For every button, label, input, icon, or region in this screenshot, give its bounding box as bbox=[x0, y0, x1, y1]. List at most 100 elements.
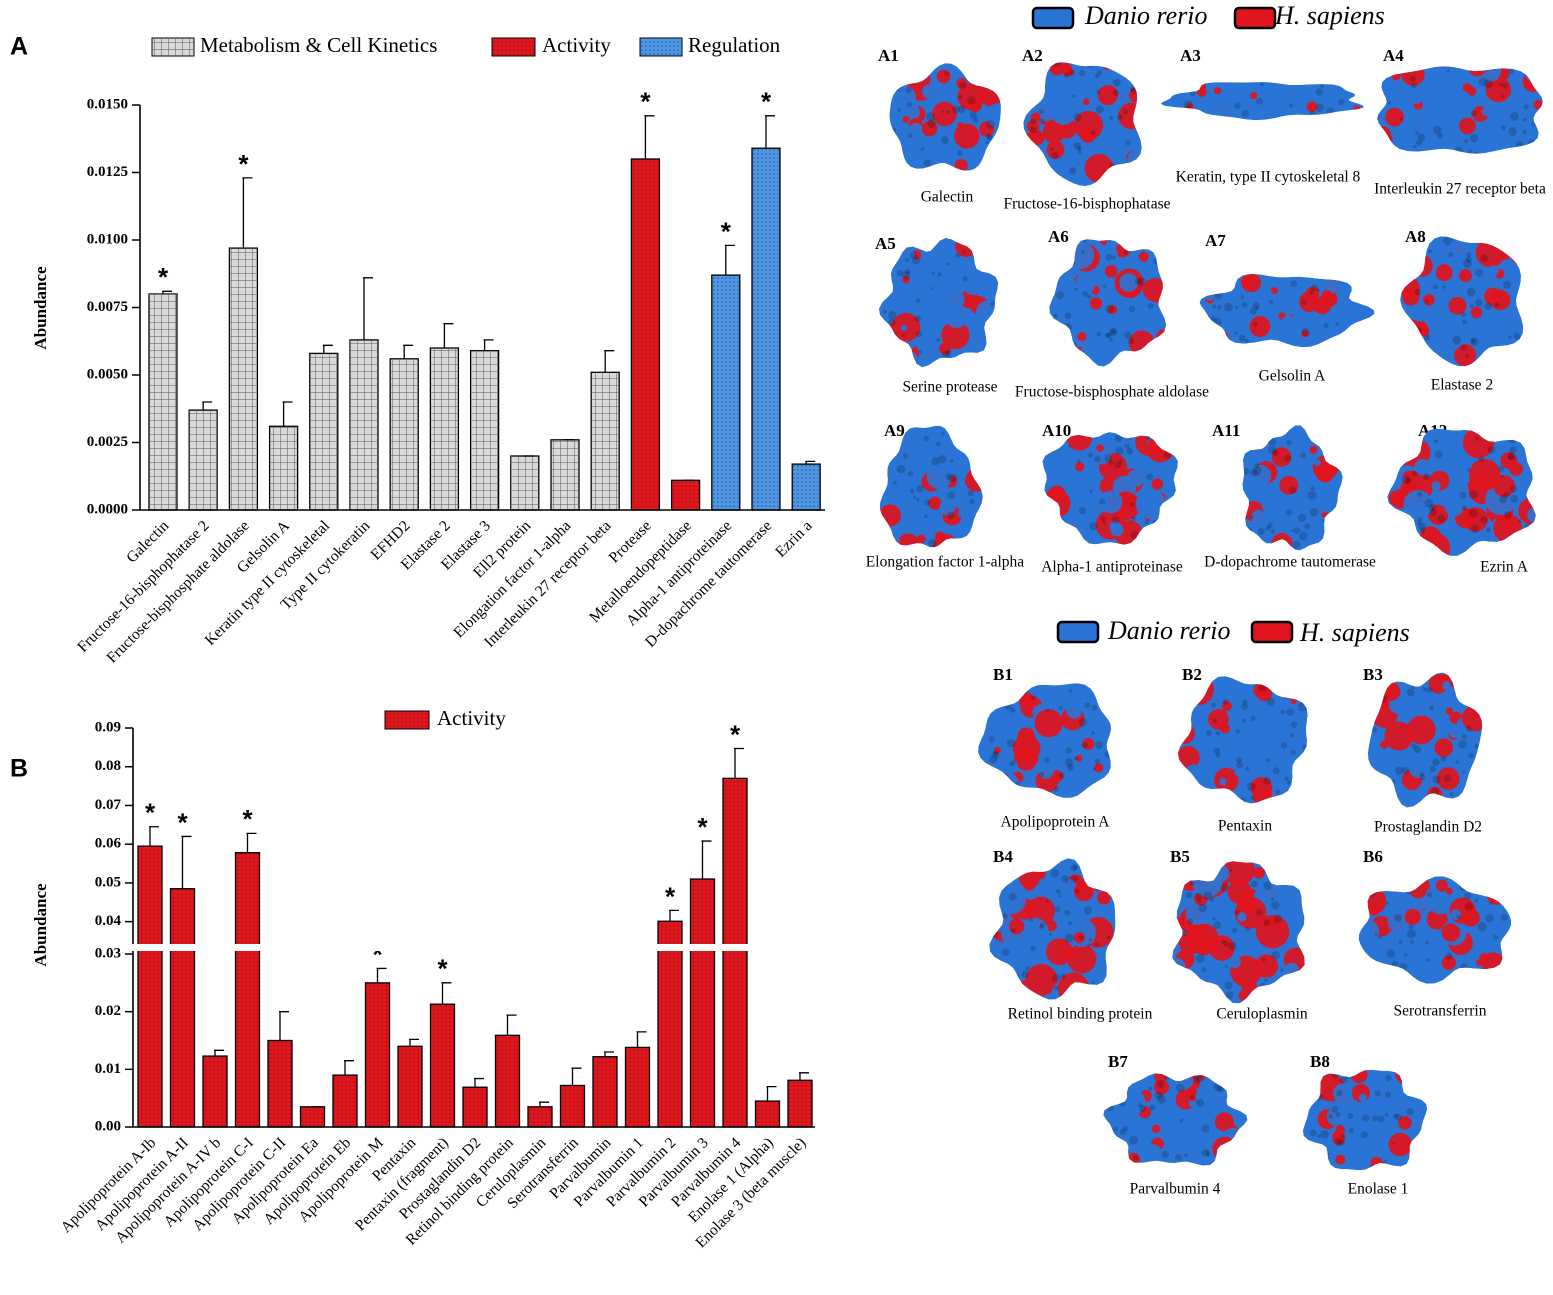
bar bbox=[202, 1055, 228, 1128]
surface-highlight bbox=[1317, 1134, 1321, 1138]
structure-label: Elastase 2 bbox=[1431, 377, 1493, 394]
surface-highlight bbox=[1003, 696, 1012, 706]
bar bbox=[722, 777, 748, 1128]
surface-highlight bbox=[1217, 1084, 1225, 1093]
surface-patch bbox=[1232, 748, 1241, 757]
surface-highlight bbox=[1118, 1098, 1126, 1107]
surface-highlight bbox=[1405, 478, 1412, 484]
error-bar bbox=[344, 1060, 354, 1076]
surface-patch bbox=[887, 533, 900, 546]
surface-patch bbox=[1270, 287, 1278, 295]
surface-highlight bbox=[1272, 449, 1279, 456]
surface-highlight bbox=[1437, 514, 1446, 523]
legend-swatch bbox=[1056, 620, 1100, 644]
surface-highlight bbox=[1086, 294, 1092, 299]
surface-patch bbox=[1511, 250, 1524, 264]
surface-patch bbox=[1491, 140, 1505, 154]
surface-highlight bbox=[916, 484, 924, 493]
surface-patch bbox=[1263, 719, 1296, 752]
panel-label: A bbox=[10, 33, 28, 61]
surface-highlight bbox=[1138, 242, 1143, 248]
surface-patch bbox=[1289, 274, 1302, 283]
surface-patch bbox=[1094, 763, 1104, 773]
surface-highlight bbox=[1197, 899, 1202, 904]
surface-highlight bbox=[971, 455, 978, 462]
surface-highlight bbox=[1449, 791, 1454, 797]
surface-highlight bbox=[1290, 749, 1296, 755]
surface-highlight bbox=[1407, 352, 1416, 361]
surface-highlight bbox=[918, 349, 923, 354]
surface-highlight bbox=[1391, 960, 1399, 968]
surface-highlight bbox=[1465, 725, 1473, 732]
surface-highlight bbox=[928, 538, 937, 548]
surface-patch bbox=[975, 300, 999, 326]
surface-patch bbox=[1250, 776, 1273, 799]
surface-patch bbox=[1261, 491, 1285, 516]
surface-highlight bbox=[1154, 1091, 1163, 1100]
surface-highlight bbox=[935, 441, 941, 447]
surface-highlight bbox=[982, 686, 990, 694]
surface-highlight bbox=[1228, 1092, 1235, 1099]
surface-patch bbox=[878, 326, 895, 343]
surface-highlight bbox=[957, 150, 963, 156]
surface-patch bbox=[1099, 490, 1123, 514]
legend-label: Metabolism & Cell Kinetics bbox=[200, 33, 437, 57]
surface-highlight bbox=[1170, 514, 1177, 520]
panel-id: B7 bbox=[1108, 1052, 1128, 1071]
surface-patch bbox=[1320, 274, 1341, 294]
surface-highlight bbox=[937, 272, 942, 277]
surface-patch bbox=[1387, 910, 1410, 933]
bar bbox=[234, 852, 261, 1128]
surface-patch bbox=[1449, 672, 1477, 693]
surface-highlight bbox=[984, 323, 991, 330]
surface-highlight bbox=[1201, 967, 1207, 972]
surface-patch bbox=[1089, 749, 1099, 758]
surface-highlight bbox=[1480, 516, 1488, 524]
surface-highlight bbox=[1302, 744, 1308, 750]
surface-highlight bbox=[1385, 901, 1390, 905]
surface-patch bbox=[1469, 458, 1501, 491]
surface-highlight bbox=[1145, 473, 1154, 481]
surface-highlight bbox=[1091, 704, 1098, 711]
surface-highlight bbox=[1249, 307, 1257, 315]
surface-highlight bbox=[1470, 337, 1479, 347]
surface-patch bbox=[1445, 887, 1453, 895]
surface-patch bbox=[1501, 517, 1513, 529]
surface-highlight bbox=[1265, 758, 1270, 763]
surface-highlight bbox=[1074, 287, 1078, 292]
surface-highlight bbox=[1086, 62, 1095, 68]
surface-patch bbox=[1234, 769, 1242, 777]
surface-highlight bbox=[1371, 1115, 1379, 1122]
surface-patch bbox=[1097, 167, 1119, 187]
surface-highlight bbox=[1335, 1111, 1341, 1117]
surface-highlight bbox=[941, 431, 945, 436]
surface-patch bbox=[941, 321, 970, 350]
surface-patch bbox=[1461, 705, 1483, 732]
surface-patch bbox=[892, 67, 908, 83]
surface-highlight bbox=[1111, 516, 1120, 524]
surface-highlight bbox=[1522, 117, 1527, 122]
surface-highlight bbox=[1051, 152, 1059, 160]
surface-highlight bbox=[926, 112, 936, 122]
surface-highlight bbox=[1105, 304, 1114, 314]
surface-highlight bbox=[1385, 1074, 1392, 1082]
surface-patch bbox=[1343, 331, 1363, 348]
surface-highlight bbox=[1461, 505, 1467, 511]
surface-highlight bbox=[1189, 880, 1195, 886]
surface-highlight bbox=[947, 491, 956, 500]
structure-label: Serine protease bbox=[902, 379, 997, 396]
surface-patch bbox=[962, 273, 985, 296]
surface-highlight bbox=[1078, 507, 1087, 515]
surface-highlight bbox=[1241, 301, 1248, 308]
structure-label: Parvalbumin 4 bbox=[1130, 1181, 1221, 1198]
surface-highlight bbox=[1064, 758, 1074, 767]
surface-highlight bbox=[1460, 691, 1469, 700]
surface-highlight bbox=[909, 488, 915, 494]
surface-patch bbox=[1414, 458, 1432, 476]
surface-highlight bbox=[1094, 455, 1101, 463]
surface-highlight bbox=[1182, 708, 1188, 714]
surface-highlight bbox=[1387, 101, 1391, 105]
surface-patch bbox=[1335, 1154, 1346, 1165]
surface-patch bbox=[1462, 428, 1494, 459]
surface-patch bbox=[1037, 161, 1059, 183]
